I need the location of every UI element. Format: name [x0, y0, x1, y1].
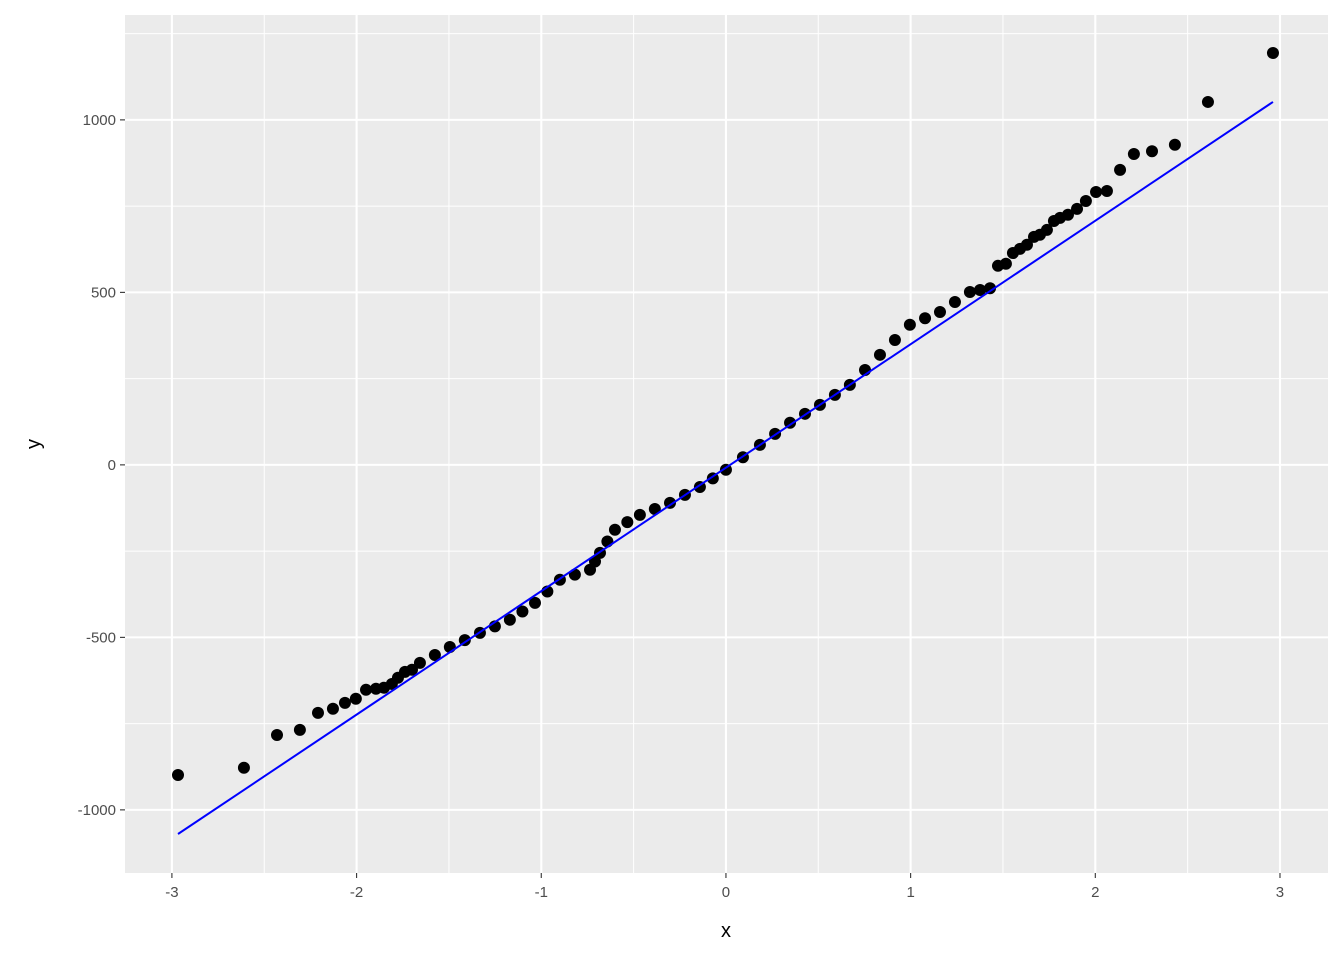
data-point	[999, 257, 1012, 270]
data-point	[974, 283, 987, 296]
data-point	[1168, 138, 1181, 151]
data-point	[1079, 194, 1092, 207]
data-point	[633, 508, 646, 521]
data-point	[349, 692, 362, 705]
y-tick-label: -1000	[78, 802, 116, 819]
x-tick-label: -1	[535, 884, 548, 901]
data-point	[888, 333, 901, 346]
data-point	[1090, 185, 1103, 198]
x-tick-label: 2	[1091, 884, 1099, 901]
data-point	[919, 312, 932, 325]
data-point	[933, 306, 946, 319]
data-point	[1114, 163, 1127, 176]
reference-line	[177, 101, 1274, 835]
data-point	[621, 516, 634, 529]
data-point	[1061, 208, 1074, 221]
data-point	[516, 605, 529, 618]
data-point	[1127, 148, 1140, 161]
y-tick-label: 0	[108, 457, 116, 474]
data-point	[873, 348, 886, 361]
data-point	[237, 761, 250, 774]
data-point	[601, 535, 614, 548]
y-tick-label: 500	[91, 284, 116, 301]
data-point	[1146, 145, 1159, 158]
reference-line-group	[177, 101, 1274, 835]
data-point	[172, 769, 185, 782]
x-tick-label: 1	[906, 884, 914, 901]
x-axis-ticks: -3 -2 -1 0 1 2 3	[165, 873, 1284, 901]
y-axis-ticks: -1000 -500 0 500 1000	[78, 112, 125, 819]
data-point	[1040, 223, 1053, 236]
data-point	[948, 296, 961, 309]
data-point	[963, 286, 976, 299]
data-point	[1201, 95, 1214, 108]
x-tick-label: -3	[165, 884, 178, 901]
data-point	[428, 648, 441, 661]
data-point	[326, 702, 339, 715]
x-axis-title: x	[721, 920, 731, 942]
data-point	[1020, 238, 1033, 251]
data-point	[663, 496, 676, 509]
data-point	[1266, 46, 1279, 59]
x-tick-label: -2	[350, 884, 363, 901]
data-point	[405, 663, 418, 676]
data-point	[503, 613, 516, 626]
y-axis-title: y	[23, 439, 45, 449]
data-point	[608, 523, 621, 536]
y-tick-label: 1000	[83, 112, 116, 129]
y-tick-label: -500	[86, 629, 116, 646]
x-tick-label: 3	[1276, 884, 1284, 901]
data-point	[1100, 184, 1113, 197]
data-point	[360, 683, 373, 696]
data-point	[293, 723, 306, 736]
data-point	[984, 282, 997, 295]
data-point	[1071, 202, 1084, 215]
gridlines	[125, 15, 1328, 873]
data-point	[528, 596, 541, 609]
data-point	[903, 318, 916, 331]
data-point	[311, 706, 324, 719]
data-point	[270, 729, 283, 742]
data-point	[338, 696, 351, 709]
data-point	[413, 656, 426, 669]
x-tick-label: 0	[722, 884, 730, 901]
